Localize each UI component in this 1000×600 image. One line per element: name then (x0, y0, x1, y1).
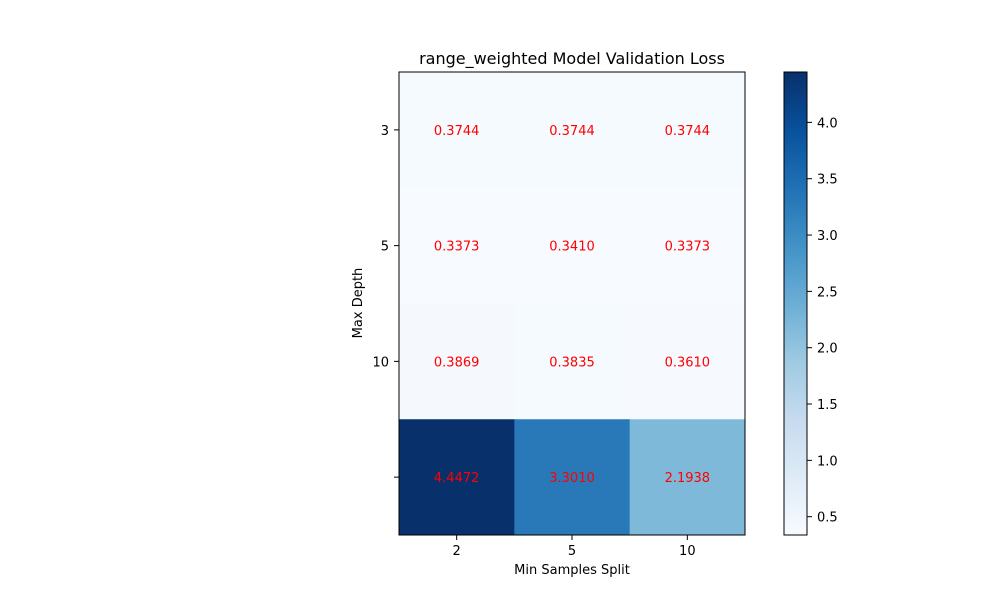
x-tick-label: 2 (453, 544, 461, 559)
x-axis-label: Min Samples Split (514, 563, 630, 578)
y-axis-label: Max Depth (351, 268, 366, 339)
cell-value-label: 2.1938 (665, 471, 711, 486)
colorbar-tick-label: 1.0 (817, 454, 838, 469)
cell-value-label: 0.3373 (434, 240, 480, 255)
heatmap-cell (514, 72, 631, 189)
cell-value-label: 0.3869 (434, 355, 480, 370)
heatmap-cell (629, 419, 746, 536)
x-axis-ticks: 2 5 10 (453, 535, 696, 559)
cell-value-label: 0.3744 (665, 124, 711, 139)
heatmap-cell (514, 419, 631, 536)
heatmap-cell (399, 187, 515, 304)
heatmap-cell (514, 303, 631, 420)
cell-value-label: 0.3373 (665, 240, 711, 255)
heatmap-cell (399, 72, 515, 189)
cell-value-label: 0.3610 (665, 355, 711, 370)
colorbar-tick-label: 0.5 (817, 511, 838, 526)
cell-value-label: 0.3410 (549, 240, 595, 255)
cell-value-label: 0.3835 (549, 355, 595, 370)
y-tick-label: 10 (372, 355, 389, 370)
heatmap-cell (629, 303, 746, 420)
y-axis-ticks: 3 5 10 (372, 124, 399, 478)
heatmap-cell (399, 303, 515, 420)
colorbar-ticks: 0.5 1.0 1.5 2.0 2.5 3.0 3.5 4.0 (807, 116, 838, 526)
colorbar (783, 71, 808, 536)
heatmap-cells (399, 72, 746, 536)
x-tick-label: 5 (568, 544, 576, 559)
x-tick-label: 10 (679, 544, 696, 559)
cell-value-label: 3.3010 (549, 471, 595, 486)
colorbar-tick-label: 4.0 (817, 116, 838, 131)
cell-value-label: 0.3744 (434, 124, 480, 139)
cell-value-label: 0.3744 (549, 124, 595, 139)
cell-labels: 0.3744 0.3744 0.3744 0.3373 0.3410 0.3373 0.38… (434, 124, 710, 486)
chart-title: range_weighted Model Validation Loss (419, 49, 725, 69)
y-tick-label: 3 (381, 124, 389, 139)
cell-value-label: 4.4472 (434, 471, 480, 486)
colorbar-tick-label: 1.5 (817, 398, 838, 413)
heatmap-cell (629, 72, 746, 189)
colorbar-tick-label: 3.0 (817, 229, 838, 244)
heatmap-cell (629, 187, 746, 304)
colorbar-tick-label: 2.5 (817, 285, 838, 300)
colorbar-tick-label: 2.0 (817, 342, 838, 357)
heatmap-cell (399, 419, 515, 536)
heatmap-cell (514, 187, 631, 304)
y-tick-label: 5 (381, 240, 389, 255)
colorbar-tick-label: 3.5 (817, 173, 838, 188)
